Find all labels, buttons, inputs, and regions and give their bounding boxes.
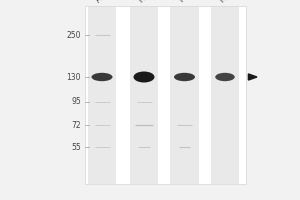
Bar [88,6,116,184]
Text: 130: 130 [67,72,81,82]
Ellipse shape [215,73,235,81]
Text: HT-1080: HT-1080 [217,0,246,4]
Bar [170,6,199,184]
Text: A549: A549 [94,0,115,4]
Bar [211,6,239,184]
Ellipse shape [174,73,195,81]
Text: HepG2: HepG2 [177,0,201,4]
Ellipse shape [92,73,112,81]
Text: 72: 72 [71,120,81,130]
Ellipse shape [134,72,154,82]
Bar [130,6,158,184]
Bar [85,6,246,184]
Text: 95: 95 [71,98,81,106]
Polygon shape [248,74,257,80]
Text: Hela: Hela [136,0,155,4]
Text: 250: 250 [67,30,81,40]
Text: 55: 55 [71,142,81,152]
